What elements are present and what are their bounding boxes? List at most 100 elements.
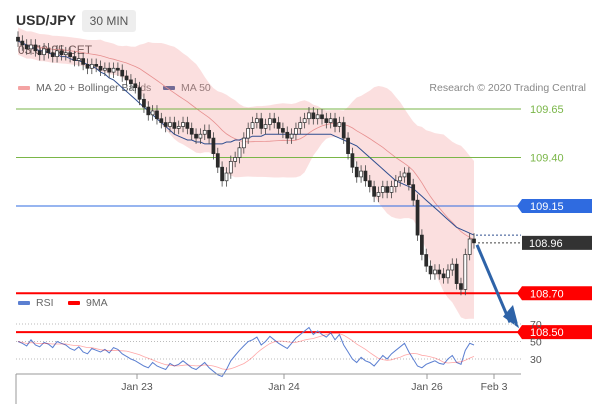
rsi-tick-30: 30	[530, 354, 542, 366]
forecast-arrow-head	[503, 304, 519, 329]
candle-body	[124, 75, 129, 81]
symbol-title: USD/JPY	[16, 12, 76, 28]
candle-body	[437, 269, 442, 275]
candle-body	[467, 238, 472, 255]
candle-body	[315, 114, 320, 120]
candle-body	[359, 170, 363, 178]
current-price-label: 108.96	[529, 238, 563, 250]
current-price-tag	[522, 235, 592, 250]
candle-body	[406, 172, 411, 186]
candle-body	[163, 122, 168, 127]
candle-body	[137, 87, 142, 100]
candle-body	[233, 157, 238, 162]
credit-text: Research © 2020 Trading Central	[429, 82, 586, 94]
candle-body	[320, 114, 324, 120]
candle-body	[142, 98, 146, 108]
candle-body	[37, 50, 42, 56]
candle-body	[107, 67, 112, 73]
ma20-label: MA 20 + Bollinger Bands	[36, 82, 152, 94]
candle-body	[376, 192, 381, 197]
candle-body	[220, 166, 224, 182]
candle-body	[81, 58, 86, 65]
candle-body	[215, 153, 220, 168]
candle-body	[129, 79, 133, 85]
candle-body	[33, 44, 38, 52]
candle-body	[324, 118, 329, 123]
candle-body	[55, 50, 59, 57]
ma9-label: 9MA	[86, 297, 108, 309]
rsi-label: RSI	[36, 297, 54, 309]
candle-body	[367, 180, 372, 187]
bollinger-band	[18, 27, 474, 320]
candle-body	[411, 184, 416, 201]
legend-ma50: MA 50	[163, 82, 211, 94]
candle-body	[198, 133, 203, 139]
candle-body	[72, 56, 77, 61]
candle-body	[276, 122, 281, 129]
ma20-line	[17, 40, 475, 241]
candle-body	[146, 106, 151, 116]
legend-9ma: 9MA	[68, 297, 108, 309]
candle-body	[433, 269, 437, 275]
candle-body	[263, 124, 268, 129]
candle-body	[24, 44, 29, 50]
candle-body	[111, 67, 116, 73]
candle-body	[120, 69, 125, 77]
candle-body	[441, 273, 446, 279]
rsi-swatch	[18, 301, 30, 305]
rsi-line	[17, 326, 475, 378]
candle-body	[328, 118, 333, 123]
candle-body	[341, 122, 346, 139]
candle-body	[420, 234, 424, 255]
candle-body	[454, 263, 459, 284]
candle-body	[133, 83, 138, 89]
candle-body	[237, 147, 242, 158]
candle-body	[59, 50, 64, 56]
candle-body	[350, 153, 355, 168]
candle-body	[302, 118, 307, 123]
candle-body	[459, 283, 463, 290]
rsi-tick-50: 50	[530, 337, 542, 349]
ma50-label: MA 50	[181, 82, 211, 94]
ma50-swatch	[163, 86, 175, 90]
level-label-108.50: 108.50	[530, 327, 564, 339]
candle-body	[102, 67, 107, 71]
level-tag-108.70	[517, 286, 592, 301]
candle-body	[389, 186, 394, 193]
candle-body	[393, 180, 398, 187]
candle-body	[20, 40, 25, 46]
candle-body	[94, 64, 99, 67]
candle-body	[268, 118, 272, 125]
candle-body	[272, 118, 277, 123]
candle-body	[281, 128, 285, 133]
candle-body	[428, 265, 433, 275]
candle-body	[224, 172, 229, 182]
candle-body	[189, 128, 194, 135]
candle-body	[16, 36, 20, 42]
candle-body	[76, 58, 81, 61]
candle-body	[89, 64, 94, 69]
candle-body	[46, 48, 51, 54]
x-tick-label-0: Jan 23	[121, 381, 153, 393]
candle-body	[181, 122, 185, 127]
ma20-swatch	[18, 86, 30, 90]
candle-body	[98, 65, 103, 71]
candle-body	[85, 64, 90, 69]
candle-body	[398, 176, 403, 182]
level-tag-109.15	[517, 199, 592, 213]
candle-body	[259, 118, 264, 129]
candle-body	[159, 118, 164, 123]
candle-body	[185, 122, 190, 129]
candle-body	[346, 137, 350, 154]
level-label-109.65: 109.65	[530, 104, 564, 116]
candle-body	[228, 161, 233, 174]
candle-body	[207, 129, 211, 139]
candle-body	[402, 172, 407, 178]
candle-body	[363, 170, 368, 182]
timeframe-badge[interactable]: 30 MIN	[82, 10, 136, 32]
candle-body	[150, 110, 155, 116]
candle-body	[446, 269, 450, 279]
candle-body	[298, 122, 303, 129]
x-tick-label-2: Jan 26	[411, 381, 443, 393]
